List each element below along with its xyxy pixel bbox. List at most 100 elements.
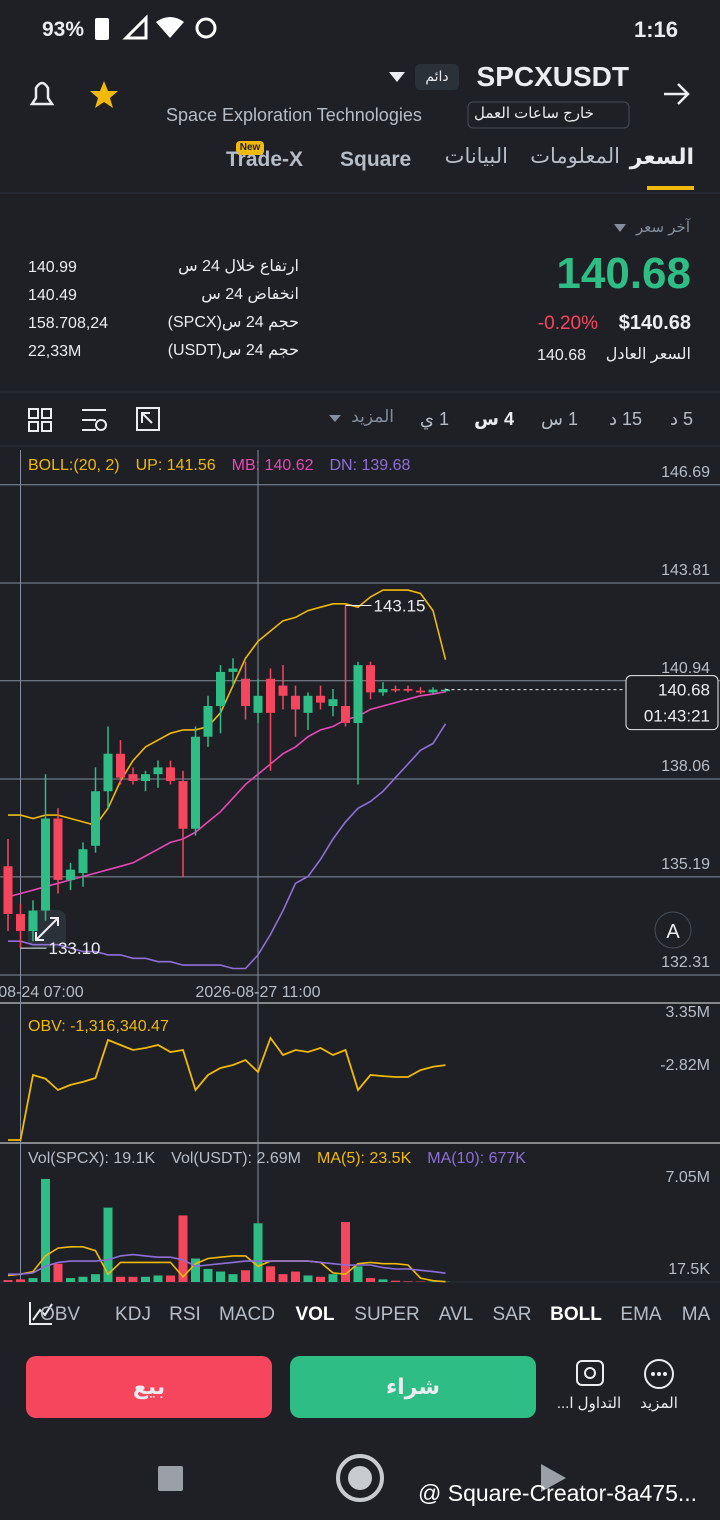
auto-button[interactable] bbox=[654, 911, 692, 949]
y-tick-label: 7.05M bbox=[666, 1169, 710, 1186]
battery-icon bbox=[95, 18, 109, 40]
candle-body bbox=[303, 695, 313, 713]
candle-body bbox=[66, 869, 75, 880]
volume-bar bbox=[391, 1280, 400, 1282]
timeframe[interactable]: 4 س bbox=[474, 409, 514, 429]
price-dropdown[interactable] bbox=[614, 224, 626, 232]
indicator-tab[interactable]: KDJ bbox=[115, 1304, 151, 1325]
volume-bar bbox=[403, 1281, 413, 1282]
watermark: @ Square-Creator-8a475... bbox=[418, 1480, 698, 1506]
fullscreen-icon[interactable] bbox=[141, 412, 153, 424]
timeframe[interactable]: 5 د bbox=[669, 409, 693, 429]
candle-body bbox=[378, 688, 388, 693]
legend-entry: UP: 141.56 bbox=[136, 457, 216, 474]
candle-body bbox=[316, 695, 325, 703]
tab[interactable]: السعر bbox=[629, 144, 694, 169]
indicator-tab[interactable]: OBV bbox=[39, 1304, 81, 1325]
perpetual-badge: دائم bbox=[425, 68, 449, 84]
layout-icon[interactable] bbox=[28, 408, 39, 419]
indicator-tab[interactable]: BOLL bbox=[550, 1304, 602, 1325]
volume-bar bbox=[203, 1268, 213, 1282]
candle-body bbox=[141, 774, 150, 782]
new-badge: New bbox=[239, 142, 261, 153]
legend-entry: MA(5): 23.5K bbox=[317, 1150, 412, 1167]
fullscreen-icon[interactable] bbox=[136, 407, 160, 431]
nav-recent[interactable] bbox=[158, 1466, 183, 1491]
active-tab-underline bbox=[647, 186, 694, 190]
layout-icon[interactable] bbox=[28, 421, 39, 432]
sell-button[interactable]: بيع bbox=[26, 1356, 272, 1418]
candle-body bbox=[403, 688, 413, 691]
nav-home[interactable] bbox=[348, 1466, 372, 1490]
new-badge-bg bbox=[236, 141, 264, 155]
volume-bar bbox=[103, 1207, 113, 1282]
boll-line bbox=[8, 723, 447, 970]
candle-body bbox=[191, 736, 200, 829]
layout-icon[interactable] bbox=[41, 421, 52, 432]
timeframe[interactable]: 1 ي bbox=[419, 409, 449, 429]
more-dropdown[interactable] bbox=[329, 415, 341, 422]
candle-body bbox=[228, 668, 238, 672]
trade-label[interactable]: التداول ا... bbox=[556, 1395, 622, 1412]
tab[interactable]: Square bbox=[340, 148, 412, 171]
sync-icon bbox=[195, 17, 217, 39]
symbol-dropdown[interactable] bbox=[389, 72, 405, 82]
indicator-tab[interactable]: MA bbox=[681, 1304, 711, 1325]
candle-body bbox=[203, 706, 213, 737]
indicator-tab[interactable]: SUPER bbox=[354, 1304, 420, 1325]
battery-level: 93% bbox=[42, 18, 85, 41]
candle-body bbox=[278, 685, 288, 696]
candle-body bbox=[428, 689, 438, 693]
bell-icon[interactable] bbox=[29, 81, 55, 106]
stat-value: 140.99 bbox=[28, 259, 77, 276]
legend-entry: BOLL:(20, 2) bbox=[28, 457, 120, 474]
settings-icon[interactable] bbox=[82, 409, 106, 431]
volume-bar bbox=[128, 1276, 138, 1282]
candle-body bbox=[53, 818, 63, 880]
candle-body bbox=[216, 671, 225, 707]
timeframe[interactable]: المزيد bbox=[351, 407, 394, 426]
indicator-tab[interactable]: VOL bbox=[295, 1304, 335, 1325]
indicator-tab[interactable]: RSI bbox=[169, 1304, 201, 1325]
timeframe[interactable]: 1 س bbox=[541, 409, 578, 429]
candle-body bbox=[153, 767, 163, 775]
volume-bar bbox=[66, 1278, 75, 1282]
volume-ma-line bbox=[7, 1246, 446, 1283]
stat-label: ارتفاع خلال 24 س bbox=[178, 258, 299, 275]
stat-label: انخفاض 24 س bbox=[201, 286, 299, 303]
clock: 1:16 bbox=[633, 17, 678, 42]
settings-icon[interactable] bbox=[95, 419, 107, 431]
indicator-icon[interactable] bbox=[29, 1302, 53, 1325]
share-arrow[interactable] bbox=[664, 83, 690, 105]
timeframe[interactable]: 15 د bbox=[608, 409, 642, 429]
session-badge-bg bbox=[467, 101, 630, 129]
boll-line bbox=[7, 690, 446, 898]
chart-toolbar bbox=[28, 407, 160, 432]
indicator-tab[interactable]: EMA bbox=[620, 1304, 662, 1325]
nav-back[interactable] bbox=[541, 1464, 566, 1492]
volume-bar bbox=[153, 1275, 163, 1282]
wifi-icon bbox=[156, 17, 184, 38]
volume-bar bbox=[41, 1178, 50, 1282]
x-tick-label: 2026-08-27 11:00 bbox=[195, 984, 320, 1001]
trade-icon[interactable] bbox=[576, 1360, 604, 1386]
candle-body bbox=[78, 849, 88, 874]
trade-icon[interactable] bbox=[584, 1367, 596, 1379]
more-label[interactable]: المزيد bbox=[640, 1395, 678, 1412]
favorite-star[interactable] bbox=[90, 81, 118, 108]
indicator-tab[interactable]: MACD bbox=[219, 1304, 275, 1325]
volume-bar bbox=[116, 1276, 125, 1282]
tab[interactable]: البيانات bbox=[444, 145, 508, 168]
volume-bar bbox=[241, 1270, 250, 1282]
indicator-tab[interactable]: SAR bbox=[492, 1304, 532, 1325]
layout-icon[interactable] bbox=[41, 408, 52, 419]
indicator-tab[interactable]: AVL bbox=[438, 1304, 474, 1325]
signal-icon bbox=[122, 14, 148, 40]
legend-entry: Vol(USDT): 2.69M bbox=[171, 1150, 301, 1167]
tab[interactable]: Trade-X bbox=[226, 148, 304, 171]
buy-button[interactable]: شراء bbox=[290, 1356, 536, 1418]
tab[interactable]: المعلومات bbox=[530, 145, 620, 168]
candle-body bbox=[391, 688, 400, 691]
nav-home[interactable] bbox=[336, 1454, 384, 1502]
more-icon[interactable] bbox=[644, 1359, 674, 1389]
